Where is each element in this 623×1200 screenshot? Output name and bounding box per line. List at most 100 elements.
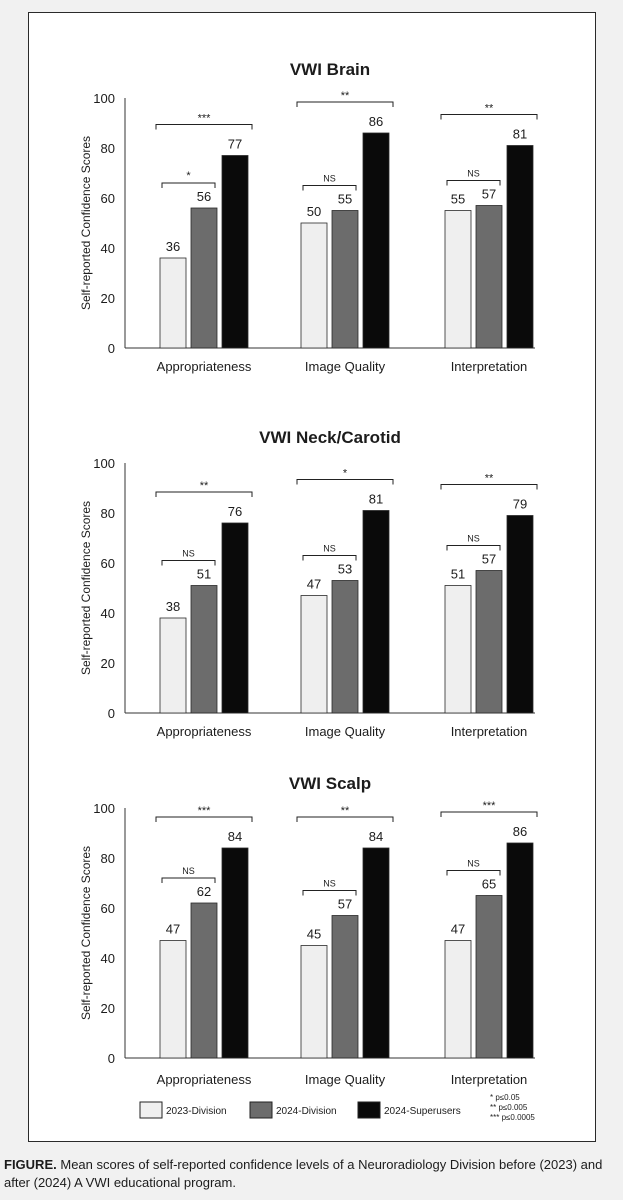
bar-2024 [475, 205, 503, 349]
legend: 2023-Division 2024-Division 2024-Superus… [139, 1093, 535, 1122]
y-tick-label: 40 [101, 606, 115, 621]
x-category-label: Interpretation [451, 1072, 528, 1087]
bar-2024 [190, 585, 218, 714]
bar-value-label: 76 [228, 504, 242, 519]
chart-2: VWI Neck/Carotid Self-reported Confidence… [79, 428, 538, 739]
chart-1: VWI Brain Self-reported Confidence Scores… [79, 60, 538, 374]
y-tick-label: 80 [101, 141, 115, 156]
bar-2023 [159, 940, 187, 1059]
bar-value-label: 62 [197, 884, 211, 899]
bar-2023 [444, 210, 472, 349]
significance-label-long: *** [198, 113, 212, 125]
bar-value-label: 36 [166, 239, 180, 254]
bar-value-label: 81 [513, 127, 527, 142]
y-tick-label: 80 [101, 506, 115, 521]
x-category-label: Image Quality [305, 359, 386, 374]
bar-value-label: 45 [307, 927, 321, 942]
bar-value-label: 47 [451, 922, 465, 937]
bar-2024 [190, 902, 218, 1059]
x-category-label: Interpretation [451, 724, 528, 739]
y-tick-label: 80 [101, 851, 115, 866]
significance-label-short: NS [182, 866, 195, 876]
legend-label-2024: 2024-Division [276, 1106, 337, 1117]
significance-bracket-short [302, 555, 357, 561]
legend-note-1: * p≤0.05 [490, 1093, 520, 1102]
x-category-label: Appropriateness [157, 724, 252, 739]
significance-label-short: NS [323, 174, 336, 184]
bar-2023 [300, 595, 328, 714]
y-tick-label: 20 [101, 1001, 115, 1016]
x-category-label: Appropriateness [157, 359, 252, 374]
bar-value-label: 77 [228, 137, 242, 152]
figure-caption: FIGURE. Mean scores of self-reported con… [4, 1156, 616, 1192]
bar-value-label: 53 [338, 562, 352, 577]
bar-2024 [331, 210, 359, 349]
significance-bracket-long [440, 114, 538, 120]
chart-title: VWI Scalp [289, 774, 371, 793]
legend-swatch-superusers [357, 1101, 381, 1119]
y-tick-label: 100 [93, 456, 115, 471]
significance-label-long: *** [483, 800, 497, 812]
y-tick-label: 0 [108, 706, 115, 721]
caption-text: Mean scores of self-reported confidence … [4, 1157, 603, 1190]
bar-superusers [221, 847, 249, 1059]
significance-bracket-short [161, 560, 216, 566]
charts-svg: VWI Brain Self-reported Confidence Scores… [79, 60, 538, 1122]
bar-value-label: 81 [369, 492, 383, 507]
bar-value-label: 86 [513, 824, 527, 839]
chart-title: VWI Neck/Carotid [259, 428, 401, 447]
bar-value-label: 86 [369, 114, 383, 129]
chart-3: VWI Scalp Self-reported Confidence Scores… [79, 774, 538, 1087]
charts-layer: VWI Brain Self-reported Confidence Scores… [79, 60, 538, 1087]
significance-label-short: NS [467, 169, 480, 179]
significance-label-short: * [186, 170, 191, 182]
bar-value-label: 55 [338, 192, 352, 207]
y-tick-label: 20 [101, 291, 115, 306]
bar-value-label: 57 [482, 187, 496, 202]
significance-bracket-short [446, 545, 501, 551]
significance-bracket-long [296, 101, 394, 107]
bar-2024 [190, 207, 218, 349]
y-tick-label: 20 [101, 656, 115, 671]
legend-swatch-2024 [249, 1101, 273, 1119]
significance-bracket-short [446, 870, 501, 876]
y-tick-label: 100 [93, 91, 115, 106]
bar-value-label: 65 [482, 877, 496, 892]
significance-bracket-long [296, 479, 394, 485]
significance-bracket-short [161, 182, 216, 188]
bar-2024 [475, 895, 503, 1059]
significance-bracket-long [155, 816, 253, 822]
bar-2024 [475, 570, 503, 714]
significance-label-long: *** [198, 805, 212, 817]
significance-label-long: ** [200, 480, 209, 492]
bar-superusers [362, 510, 390, 714]
bar-value-label: 84 [228, 829, 242, 844]
significance-bracket-short [302, 890, 357, 896]
x-category-label: Image Quality [305, 724, 386, 739]
y-axis-label: Self-reported Confidence Scores [79, 846, 93, 1020]
significance-bracket-long [440, 811, 538, 817]
x-category-label: Interpretation [451, 359, 528, 374]
bar-2023 [444, 940, 472, 1059]
bar-2023 [300, 222, 328, 349]
bar-value-label: 47 [307, 577, 321, 592]
y-tick-label: 40 [101, 951, 115, 966]
y-tick-label: 0 [108, 341, 115, 356]
bar-superusers [506, 842, 534, 1059]
bar-superusers [506, 145, 534, 349]
legend-swatch-2023 [139, 1101, 163, 1119]
x-category-label: Image Quality [305, 1072, 386, 1087]
legend-note-2: ** p≤0.005 [490, 1103, 528, 1112]
bar-2024 [331, 580, 359, 714]
bar-2023 [159, 257, 187, 349]
y-tick-label: 60 [101, 556, 115, 571]
bar-2023 [300, 945, 328, 1059]
significance-label-short: NS [467, 859, 480, 869]
bar-value-label: 38 [166, 599, 180, 614]
significance-label-short: NS [182, 549, 195, 559]
significance-label-short: NS [467, 534, 480, 544]
y-tick-label: 0 [108, 1051, 115, 1066]
bar-value-label: 47 [166, 922, 180, 937]
bar-superusers [221, 155, 249, 349]
bar-value-label: 84 [369, 829, 383, 844]
